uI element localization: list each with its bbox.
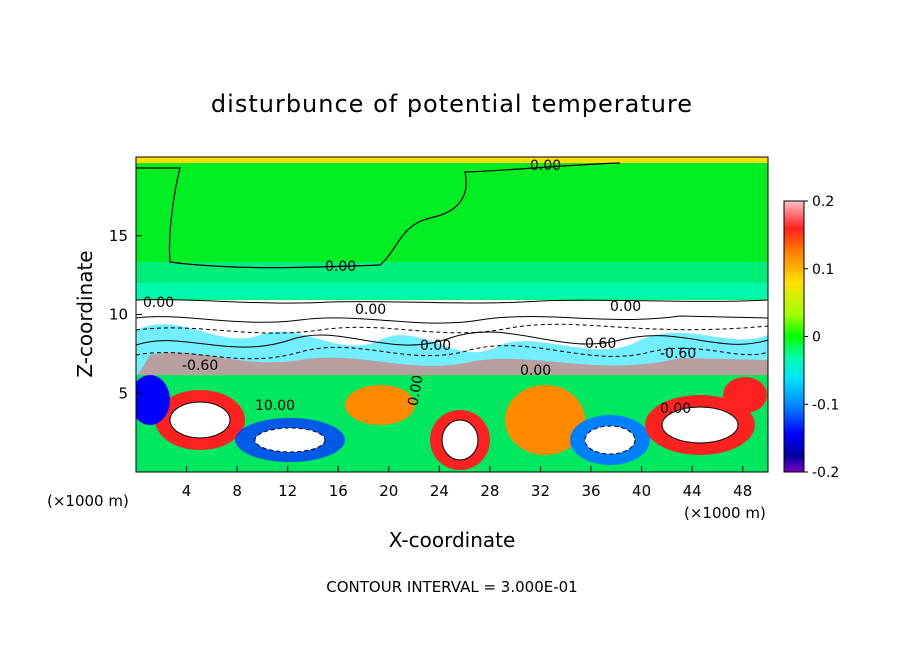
contour-line-top <box>136 162 621 269</box>
x-tick-label: 12 <box>278 482 297 500</box>
colorbar-tick-label: -0.1 <box>812 397 839 413</box>
x-tick-label: 44 <box>683 482 702 500</box>
contour-ring-5 <box>254 427 326 453</box>
contour-label: 0.00 <box>420 338 451 354</box>
cyan-band-2 <box>136 283 768 305</box>
colorbar-tick-label: -0.2 <box>812 465 839 481</box>
x-tick-label: 4 <box>182 482 192 500</box>
contour-ring-3 <box>661 406 739 444</box>
x-tick-label: 28 <box>480 482 499 500</box>
y-axis-label: Z-coordinate <box>73 250 97 377</box>
x-tick-label: 8 <box>232 482 242 500</box>
mid-blob-2 <box>136 352 768 378</box>
contour-line-wave-4 <box>136 315 768 324</box>
lower-blob-9 <box>723 377 767 413</box>
lower-blob-7-core <box>662 407 738 443</box>
lower-blob-1-core <box>170 402 230 438</box>
x-unit-label-right: (×1000 m) <box>684 504 766 522</box>
contour-line-wave-1 <box>136 331 768 348</box>
lower-blob-8 <box>136 375 170 425</box>
x-tick-label: 36 <box>581 482 600 500</box>
contour-label: -0.60 <box>182 358 218 374</box>
x-unit-label-left: (×1000 m) <box>47 492 129 510</box>
contour-label: 0.00 <box>405 374 426 407</box>
colorbar <box>783 200 805 473</box>
contour-label: 0.00 <box>530 158 561 174</box>
lower-blob-3 <box>345 385 415 425</box>
y-tick-label: 10 <box>109 306 128 324</box>
contour-line-wave-3 <box>136 323 768 334</box>
top-band <box>136 157 768 163</box>
x-tick-label: 40 <box>632 482 651 500</box>
contour-label: -0.60 <box>660 346 696 362</box>
contour-label: 0.00 <box>355 302 386 318</box>
contour-label: 0.00 <box>325 259 356 275</box>
y-axis: 5 10 15 <box>109 227 142 402</box>
x-tick-label: 20 <box>379 482 398 500</box>
contour-labels: 0.00 0.00 0.00 0.00 0.00 -0.60 10.00 0.0… <box>143 158 696 417</box>
lower-blob-5 <box>505 385 585 455</box>
contour-label: 0.00 <box>610 299 641 315</box>
contour-label: -0.60 <box>580 336 616 352</box>
colorbar-tick-label: 0.2 <box>812 194 834 210</box>
colorbar-tick-label: 0 <box>812 330 821 346</box>
lower-blob-2-core <box>255 428 325 452</box>
x-tick-label: 16 <box>329 482 348 500</box>
chart-title: disturbunce of potential temperature <box>211 90 693 118</box>
colorbar-tick-label: 0.1 <box>812 262 834 278</box>
x-axis: 4 8 12 16 20 24 28 32 36 40 44 48 <box>182 466 752 500</box>
colorbar-ticks: 0.2 0.1 0 -0.1 -0.2 <box>804 194 839 481</box>
contour-line-wave-2 <box>136 345 768 360</box>
contour-label: 0.00 <box>143 295 174 311</box>
contour-ring-1 <box>169 401 231 439</box>
x-axis-label: X-coordinate <box>389 528 516 552</box>
contour-interval-footer: CONTOUR INTERVAL = 3.000E-01 <box>326 578 577 596</box>
x-tick-label: 48 <box>733 482 752 500</box>
x-tick-label: 32 <box>531 482 550 500</box>
contour-label: 0.00 <box>660 401 691 417</box>
contour-line-mid <box>136 299 768 304</box>
lower-blob-6-core <box>585 426 635 454</box>
y-tick-label: 15 <box>109 227 128 245</box>
plot-area: 0.00 0.00 0.00 0.00 0.00 -0.60 10.00 0.0… <box>136 157 768 472</box>
y-tick-label: 5 <box>118 384 128 402</box>
contour-label: 0.00 <box>520 363 551 379</box>
x-tick-label: 24 <box>430 482 449 500</box>
contour-label: 10.00 <box>255 398 295 414</box>
lower-blob-4-core <box>442 420 478 460</box>
contour-ring-2 <box>441 419 479 461</box>
contour-ring-4 <box>584 425 636 455</box>
